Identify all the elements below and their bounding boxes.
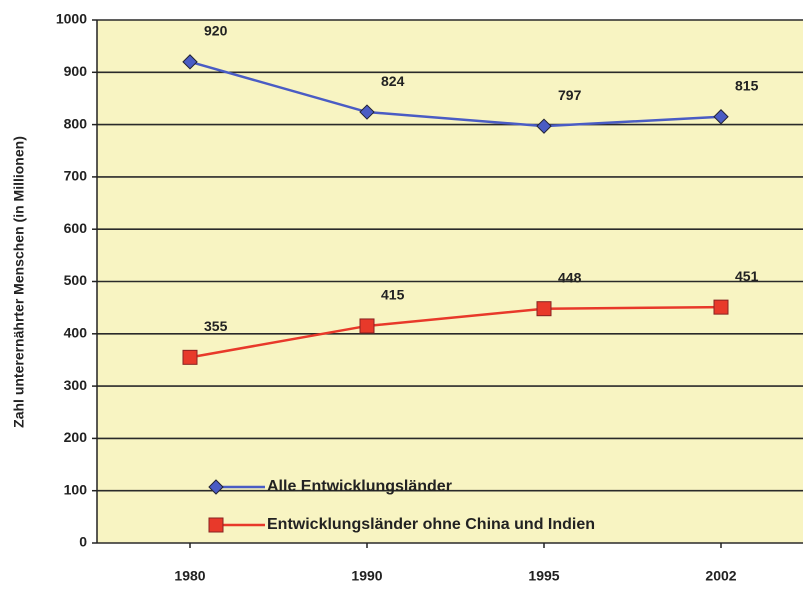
- data-point: [182, 54, 198, 70]
- data-point: [182, 349, 198, 365]
- legend-label: Alle Entwicklungsländer: [267, 478, 452, 495]
- y-tick-label: 900: [64, 63, 88, 79]
- data-point: [713, 109, 729, 125]
- data-label: 824: [381, 73, 405, 89]
- data-label: 797: [558, 87, 582, 103]
- y-tick-label: 400: [64, 325, 88, 341]
- y-tick-label: 600: [64, 220, 88, 236]
- y-tick-label: 200: [64, 429, 88, 445]
- legend-label: Entwicklungsländer ohne China und Indien: [267, 516, 595, 533]
- data-point: [713, 299, 729, 315]
- legend-marker: [208, 517, 224, 533]
- x-tick-label: 1990: [351, 568, 382, 584]
- data-point: [359, 318, 375, 334]
- y-tick-label: 0: [79, 534, 87, 550]
- data-label: 815: [735, 77, 759, 93]
- series-line: [189, 305, 722, 359]
- y-tick-label: 800: [64, 115, 88, 131]
- x-tick-label: 1980: [174, 568, 205, 584]
- x-tick-label: 1995: [528, 568, 559, 584]
- data-label: 415: [381, 287, 405, 303]
- data-label: 355: [204, 318, 228, 334]
- data-point: [536, 118, 552, 134]
- y-tick-label: 1000: [56, 11, 87, 27]
- y-tick-label: 700: [64, 168, 88, 184]
- y-tick-label: 500: [64, 272, 88, 288]
- x-tick-label: 2002: [705, 568, 736, 584]
- data-point: [359, 104, 375, 120]
- y-tick-label: 100: [64, 481, 88, 497]
- series-line: [189, 60, 722, 128]
- data-label: 451: [735, 268, 759, 284]
- data-label: 920: [204, 23, 228, 39]
- y-axis-label: Zahl unterernährter Menschen (in Million…: [11, 136, 27, 428]
- data-point: [536, 301, 552, 317]
- data-label: 448: [558, 269, 582, 285]
- legend-marker: [208, 479, 224, 495]
- y-tick-label: 300: [64, 377, 88, 393]
